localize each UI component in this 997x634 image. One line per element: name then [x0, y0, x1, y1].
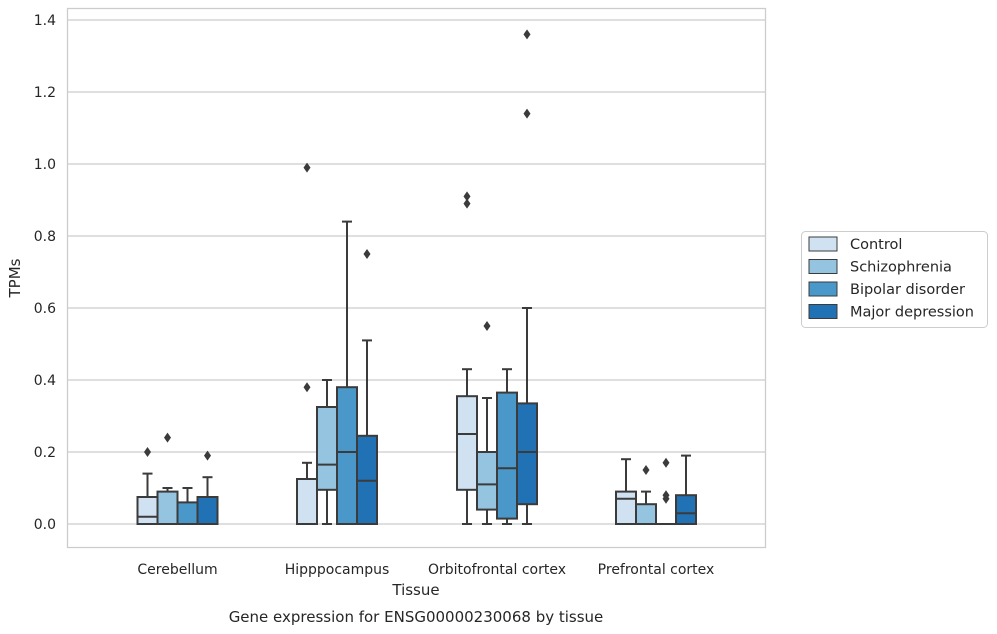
box-schizophrenia: [635, 465, 657, 526]
legend-frame: [801, 231, 988, 328]
box: [635, 503, 657, 526]
box: [615, 490, 637, 526]
legend-label: Schizophrenia: [850, 260, 952, 276]
x-tick-label: Cerebellum: [137, 562, 217, 578]
outlier-point: [144, 447, 151, 457]
box: [176, 501, 199, 525]
x-tick-label: Prefrontal cortex: [598, 562, 715, 578]
y-axis-label: TPMs: [6, 258, 24, 298]
box: [456, 395, 478, 491]
box-bipolar-disorder: [655, 457, 677, 526]
box-control: [296, 162, 318, 525]
box: [136, 496, 159, 525]
legend: Control Schizophrenia Bipolar disorder Majo…: [801, 231, 988, 328]
y-tick-label: 0.4: [34, 373, 56, 389]
y-tick-label: 0.6: [34, 301, 56, 317]
x-axis-label: Tissue: [391, 581, 439, 599]
box-bipolar-disorder: [496, 368, 518, 525]
box-major-depression: [356, 249, 378, 525]
box: [476, 451, 498, 511]
legend-swatch: [808, 259, 838, 274]
outlier-point: [662, 490, 670, 501]
outlier-point: [303, 382, 311, 393]
box: [496, 391, 518, 520]
outlier-point: [303, 162, 311, 173]
outlier-point: [523, 108, 531, 119]
legend-swatch: [808, 281, 838, 297]
x-tick-labels: Cerebellum Hipppocampus Orbitofrontal cort…: [137, 562, 714, 578]
y-tick-label: 1.0: [34, 157, 56, 173]
y-tick-label: 1.2: [34, 85, 56, 101]
box-major-depression: [675, 454, 697, 526]
legend-label: Bipolar disorder: [850, 282, 965, 298]
outlier-point: [483, 321, 491, 331]
outlier-point: [642, 465, 650, 475]
outlier-point: [463, 198, 471, 209]
box: [316, 406, 338, 491]
legend-label: Major depression: [850, 305, 974, 321]
box: [196, 496, 219, 525]
box-bipolar-disorder: [176, 487, 199, 525]
box-schizophrenia: [476, 321, 498, 525]
boxplot-marks: [136, 29, 697, 526]
x-tick-label: Hipppocampus: [285, 562, 390, 578]
figure-caption: Gene expression for ENSG00000230068 by t…: [229, 608, 604, 626]
legend-swatch: [808, 236, 838, 252]
outlier-point: [363, 249, 371, 259]
box: [296, 478, 318, 525]
legend-label: Control: [850, 237, 902, 253]
outlier-point: [523, 29, 531, 40]
plot-frame: [66, 7, 767, 549]
box: [675, 494, 697, 526]
outlier-point: [204, 450, 211, 461]
y-tick-label: 0.2: [34, 445, 56, 461]
box: [336, 386, 358, 526]
y-tick-labels: 0.0 0.2 0.4 0.6 0.8 1.0 1.2 1.4: [34, 13, 56, 533]
box-control: [456, 191, 478, 525]
y-tick-label: 1.4: [34, 13, 56, 29]
y-tick-label: 0.8: [34, 229, 56, 245]
y-tick-label: 0.0: [34, 517, 56, 533]
x-tick-label: Orbitofrontal cortex: [428, 562, 566, 578]
box-major-depression: [516, 29, 538, 525]
outlier-point: [662, 457, 670, 468]
box: [156, 490, 179, 526]
box-schizophrenia: [316, 379, 338, 525]
box-major-depression: [196, 450, 219, 525]
box: [516, 402, 538, 506]
outlier-point: [463, 191, 471, 202]
outlier-point: [164, 432, 171, 443]
legend-swatch: [808, 304, 838, 319]
